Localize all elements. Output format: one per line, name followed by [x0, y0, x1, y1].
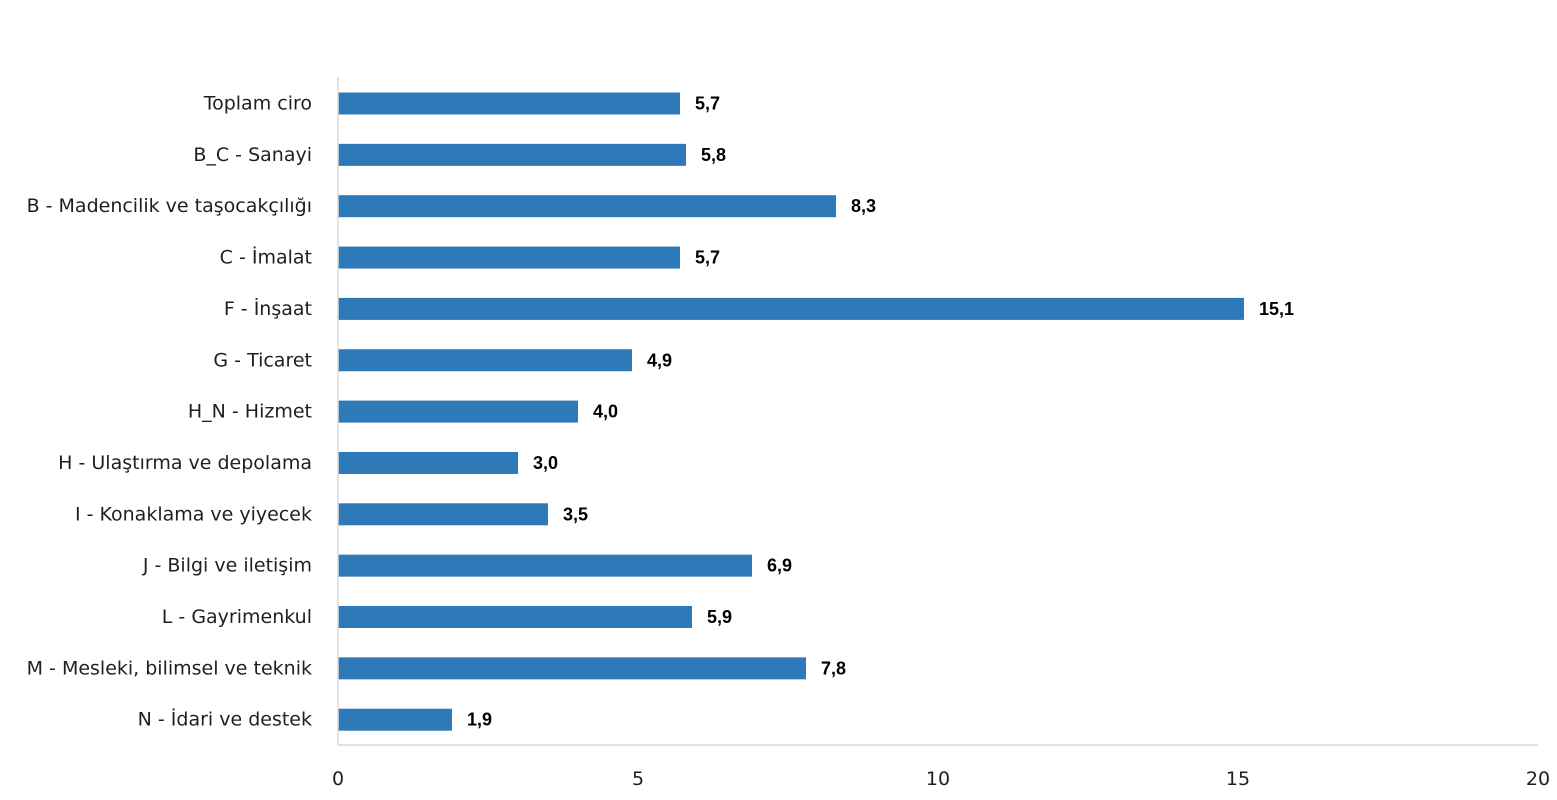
bar — [338, 708, 452, 731]
value-label: 5,7 — [695, 248, 720, 268]
value-label: 5,9 — [707, 607, 732, 627]
value-label: 3,5 — [563, 504, 588, 524]
x-tick-label: 15 — [1226, 768, 1250, 790]
value-label: 4,9 — [647, 350, 672, 370]
value-label: 3,0 — [533, 453, 558, 473]
value-label: 6,9 — [767, 556, 792, 576]
x-tick-label: 20 — [1526, 768, 1550, 790]
category-label: Toplam ciro — [203, 93, 312, 115]
value-label: 7,8 — [821, 658, 846, 678]
axis-layer — [337, 77, 1538, 746]
category-label: L - Gayrimenkul — [162, 606, 312, 628]
bar — [338, 246, 680, 269]
category-label: M - Mesleki, bilimsel ve teknik — [27, 657, 312, 679]
value-label: 15,1 — [1259, 299, 1294, 319]
category-label: H_N - Hizmet — [188, 401, 312, 423]
value-label: 5,7 — [695, 94, 720, 114]
bar — [338, 195, 836, 218]
value-label: 4,0 — [593, 402, 618, 422]
bars-layer — [338, 92, 1244, 731]
category-label: H - Ulaştırma ve depolama — [58, 452, 312, 474]
bar — [338, 503, 548, 526]
category-label: I - Konaklama ve yiyecek — [75, 503, 312, 525]
value-label: 8,3 — [851, 196, 876, 216]
category-label: B - Madencilik ve taşocakçılığı — [27, 195, 312, 217]
value-label: 1,9 — [467, 710, 492, 730]
bar — [338, 92, 680, 115]
bar — [338, 143, 686, 166]
category-label: F - İnşaat — [224, 297, 312, 320]
bar — [338, 297, 1244, 320]
category-label: C - İmalat — [220, 246, 312, 269]
value-label: 5,8 — [701, 145, 726, 165]
bar — [338, 606, 692, 628]
category-label: G - Ticaret — [213, 349, 312, 371]
bar — [338, 554, 752, 577]
labels-layer: Toplam ciro 5,7 B_C - Sanayi 5,8 B - Madenci… — [27, 93, 1551, 791]
category-label: J - Bilgi ve iletişim — [142, 555, 312, 577]
x-tick-label: 0 — [332, 768, 344, 790]
bar — [338, 451, 518, 474]
x-tick-label: 5 — [632, 768, 644, 790]
category-label: B_C - Sanayi — [193, 144, 312, 166]
bar — [338, 349, 632, 372]
x-tick-label: 10 — [926, 768, 950, 790]
bar — [338, 657, 806, 680]
category-label: N - İdari ve destek — [138, 708, 312, 731]
bar — [338, 400, 578, 423]
